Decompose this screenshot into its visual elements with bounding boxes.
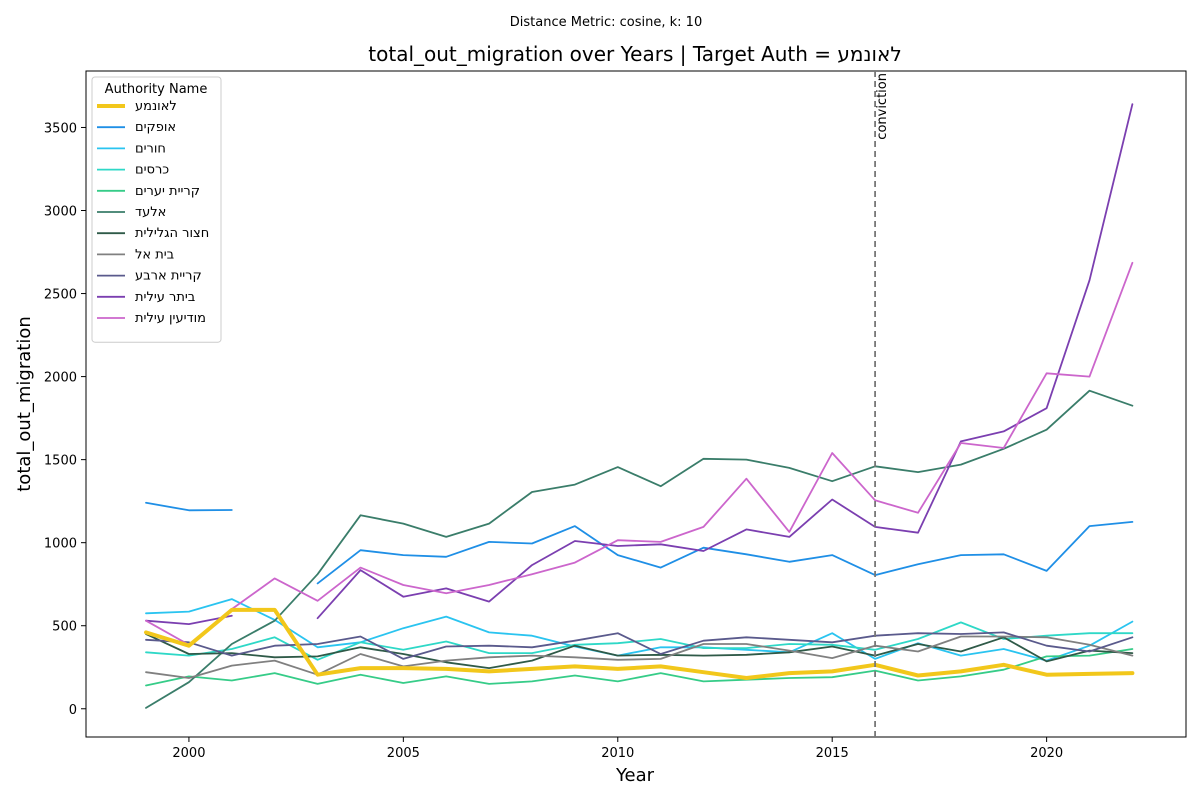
- y-tick-label: 2500: [44, 288, 77, 303]
- legend-label-5: אלעד: [135, 205, 166, 220]
- legend-label-8: קריית ארבע: [135, 269, 202, 284]
- y-tick-label: 0: [69, 703, 77, 718]
- y-tick-label: 3000: [44, 205, 77, 220]
- plot-area: 2000 2005 2010 2015 2020 0 500 1000 1500 2000 2500…: [44, 70, 1187, 761]
- legend-label-7: בית אל: [135, 247, 174, 262]
- series-line-7: [145, 635, 1134, 679]
- series-line-0: [144, 607, 1135, 680]
- legend-label-4: קריית יערים: [135, 184, 200, 199]
- x-tick-label: 2005: [387, 746, 420, 761]
- x-axis-label: Year: [615, 765, 655, 786]
- conviction-label: conviction: [875, 73, 890, 140]
- series-segment: [144, 607, 1135, 680]
- x-tick-label: 2015: [816, 746, 849, 761]
- series-segment: [316, 103, 1134, 620]
- series-line-5: [145, 389, 1134, 709]
- y-axis-label: total_out_migration: [14, 316, 35, 492]
- series-segment: [145, 635, 1134, 679]
- legend: Authority Name לאונמע אופקים חורים כרסים קריי…: [91, 76, 222, 343]
- axes-frame: [85, 70, 1187, 738]
- series-line-1: [145, 501, 1134, 585]
- y-tick-label: 1500: [44, 454, 77, 469]
- y-tick-label: 500: [52, 620, 77, 635]
- series-line-10: [145, 261, 1134, 646]
- series-segment: [145, 614, 233, 625]
- series-line-4: [145, 648, 1134, 687]
- series-line-9: [145, 103, 1134, 625]
- series-segment: [145, 501, 233, 512]
- x-tick-label: 2010: [601, 746, 634, 761]
- x-tick-label: 2020: [1030, 746, 1063, 761]
- series-segment: [316, 521, 1134, 585]
- legend-title: Authority Name: [105, 82, 208, 97]
- series-line-2: [145, 598, 1134, 662]
- series-segment: [145, 261, 1134, 646]
- series-line-6: [145, 633, 1134, 669]
- series-segment: [145, 633, 1134, 669]
- legend-label-0: לאונמע: [135, 99, 177, 114]
- y-tick-label: 3500: [44, 121, 77, 136]
- legend-label-6: חצור הגלילית: [135, 226, 209, 241]
- legend-label-1: אופקים: [135, 120, 176, 135]
- y-tick-label: 1000: [44, 537, 77, 552]
- y-tick-label: 2000: [44, 371, 77, 386]
- series-segment: [145, 598, 1134, 662]
- legend-label-2: חורים: [135, 141, 166, 156]
- legend-label-9: ביתר עילית: [135, 290, 195, 305]
- legend-label-10: מודיעין עילית: [135, 311, 206, 326]
- legend-label-3: כרסים: [135, 163, 169, 178]
- series-segment: [145, 631, 1134, 660]
- series-line-8: [145, 631, 1134, 660]
- series-segment: [145, 648, 1134, 687]
- series-segment: [145, 389, 1134, 709]
- chart-title: total_out_migration over Years | Target …: [368, 42, 901, 66]
- chart-suptitle: Distance Metric: cosine, k: 10: [510, 15, 702, 30]
- x-tick-label: 2000: [172, 746, 205, 761]
